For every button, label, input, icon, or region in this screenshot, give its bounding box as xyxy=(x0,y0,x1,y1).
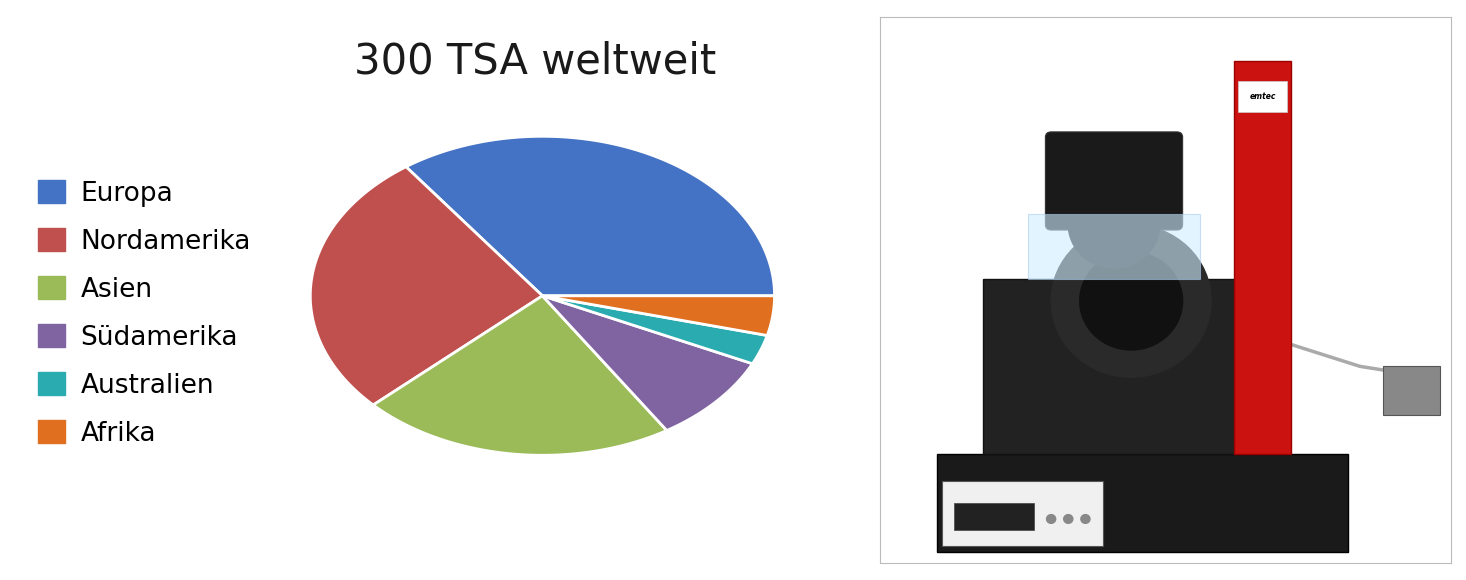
Polygon shape xyxy=(374,296,667,455)
Polygon shape xyxy=(542,296,767,364)
FancyBboxPatch shape xyxy=(1234,61,1292,454)
FancyBboxPatch shape xyxy=(1045,132,1183,230)
Polygon shape xyxy=(311,167,542,405)
FancyBboxPatch shape xyxy=(1382,367,1440,415)
Circle shape xyxy=(1079,252,1183,350)
Circle shape xyxy=(1069,181,1160,268)
Polygon shape xyxy=(406,136,774,296)
FancyBboxPatch shape xyxy=(982,279,1280,454)
Circle shape xyxy=(1064,514,1073,523)
Text: emtec: emtec xyxy=(1249,92,1275,101)
Polygon shape xyxy=(542,296,752,430)
FancyBboxPatch shape xyxy=(1028,213,1199,279)
Circle shape xyxy=(1080,514,1091,523)
Polygon shape xyxy=(542,296,774,335)
Text: 300 TSA weltweit: 300 TSA weltweit xyxy=(353,41,717,82)
Legend: Europa, Nordamerika, Asien, Südamerika, Australien, Afrika: Europa, Nordamerika, Asien, Südamerika, … xyxy=(28,169,261,457)
FancyBboxPatch shape xyxy=(1239,81,1287,112)
FancyBboxPatch shape xyxy=(937,454,1349,552)
FancyBboxPatch shape xyxy=(943,481,1102,546)
FancyBboxPatch shape xyxy=(954,503,1034,530)
Circle shape xyxy=(1047,514,1056,523)
Circle shape xyxy=(1051,224,1211,377)
